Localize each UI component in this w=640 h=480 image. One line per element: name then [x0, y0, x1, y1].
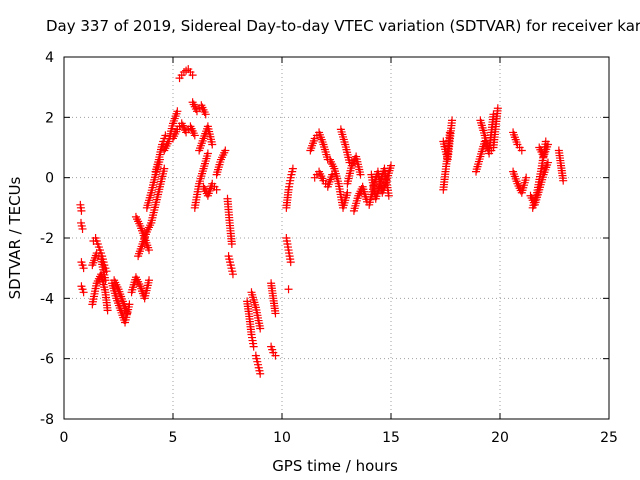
- data-point: [201, 110, 210, 119]
- y-axis-label: SDTVAR / TECUs: [6, 176, 24, 299]
- x-tick-label: 10: [273, 430, 291, 446]
- data-point: [387, 161, 395, 170]
- data-point: [77, 206, 86, 215]
- data-point: [221, 146, 230, 155]
- data-point: [160, 164, 169, 173]
- data-point: [271, 309, 280, 318]
- data-point: [228, 270, 237, 279]
- data-point: [493, 104, 502, 113]
- data-point: [249, 342, 258, 351]
- data-point: [256, 324, 265, 333]
- data-point: [343, 188, 352, 197]
- data-point: [212, 185, 221, 194]
- data-point: [284, 285, 293, 294]
- data-point: [78, 224, 87, 233]
- data-point: [522, 173, 531, 182]
- x-tick-label: 5: [169, 430, 178, 446]
- data-point: [101, 276, 110, 285]
- data-point: [188, 71, 197, 80]
- y-tick-label: -4: [40, 291, 54, 307]
- data-point: [489, 110, 498, 119]
- data-point: [286, 258, 295, 267]
- data-point: [384, 191, 393, 200]
- y-tick-label: -6: [40, 352, 54, 368]
- x-tick-label: 25: [600, 430, 618, 446]
- data-point: [543, 158, 552, 167]
- data-point: [190, 131, 199, 140]
- y-tick-label: 0: [45, 171, 54, 187]
- data-point: [256, 369, 265, 378]
- data-point: [182, 66, 191, 75]
- data-point: [103, 306, 112, 315]
- x-tick-label: 15: [382, 430, 400, 446]
- data-points: [76, 65, 568, 378]
- data-point: [227, 240, 236, 249]
- y-tick-label: -2: [40, 231, 54, 247]
- data-point: [208, 140, 217, 149]
- data-point: [79, 288, 88, 297]
- data-point: [517, 146, 526, 155]
- chart-title: Day 337 of 2019, Sidereal Day-to-day VTE…: [46, 17, 640, 35]
- data-point: [288, 164, 297, 173]
- data-point: [448, 116, 457, 125]
- data-point: [356, 170, 365, 179]
- data-point: [125, 300, 134, 309]
- y-tick-label: 4: [45, 50, 54, 66]
- data-point: [543, 140, 552, 149]
- data-point: [145, 276, 154, 285]
- y-tick-label: 2: [45, 110, 54, 126]
- y-tick-label: -8: [40, 412, 54, 428]
- data-point: [559, 176, 568, 185]
- data-point: [161, 131, 170, 140]
- data-point: [145, 246, 154, 255]
- data-point: [203, 149, 212, 158]
- x-tick-label: 0: [60, 430, 69, 446]
- axis-ticks: 0 5 10 15 20 25 -8 -6 -4 -2 0 2 4: [40, 50, 618, 446]
- data-point: [79, 264, 88, 273]
- data-point: [123, 309, 132, 318]
- data-point: [271, 351, 280, 360]
- x-axis-label: GPS time / hours: [272, 457, 398, 475]
- data-point: [173, 107, 182, 116]
- x-tick-label: 20: [491, 430, 509, 446]
